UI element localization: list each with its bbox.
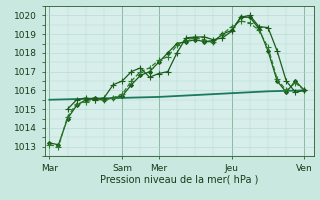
X-axis label: Pression niveau de la mer( hPa ): Pression niveau de la mer( hPa ) bbox=[100, 174, 258, 184]
